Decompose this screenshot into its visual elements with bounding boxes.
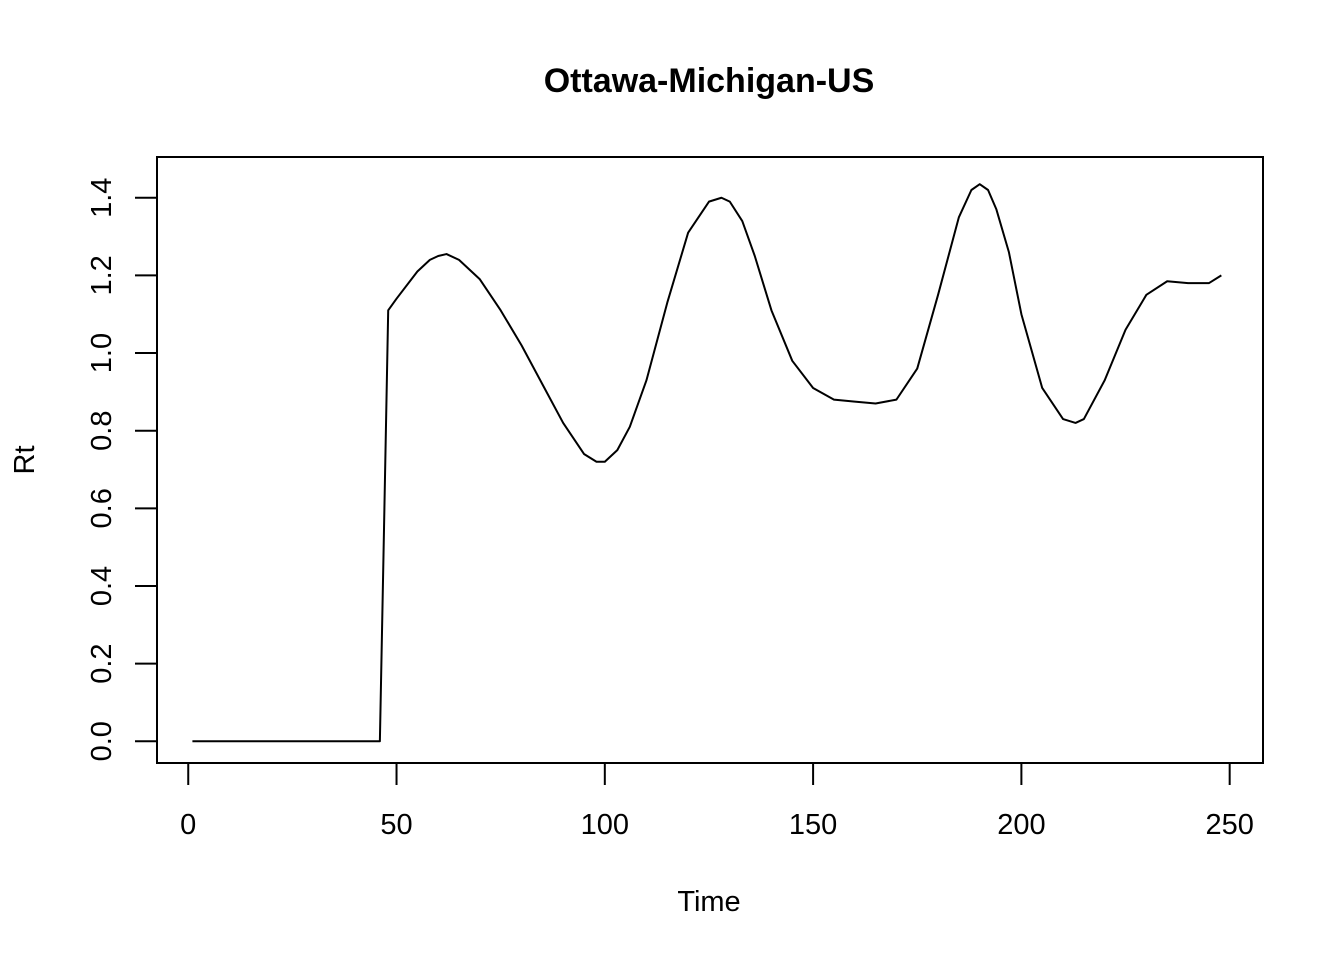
x-tick-label: 0 [180,809,196,841]
series-line [192,183,1222,743]
x-tick-label: 150 [789,809,837,841]
x-tick-label: 200 [997,809,1045,841]
y-tick-label: 0.8 [86,411,118,451]
y-tick-label: 0.0 [86,721,118,761]
y-axis: 0.0 0.2 0.4 0.6 0.8 1.0 1.2 1.4 [86,178,158,761]
x-tick-label: 100 [581,809,629,841]
x-axis: 0 50 100 150 200 250 [180,762,1254,841]
x-tick-label: 250 [1205,809,1253,841]
x-axis-label: Time [677,886,740,918]
y-tick-label: 1.4 [86,178,118,218]
y-tick-label: 1.0 [86,333,118,373]
x-tick-label: 50 [380,809,412,841]
chart-title: Ottawa-Michigan-US [544,62,875,100]
plot-area-frame [156,156,1264,764]
y-tick-label: 0.6 [86,488,118,528]
y-tick-label: 1.2 [86,255,118,295]
series-layer [192,183,1222,743]
y-axis-label: Rt [9,446,41,475]
y-tick-label: 0.2 [86,643,118,683]
y-tick-label: 0.4 [86,566,118,606]
